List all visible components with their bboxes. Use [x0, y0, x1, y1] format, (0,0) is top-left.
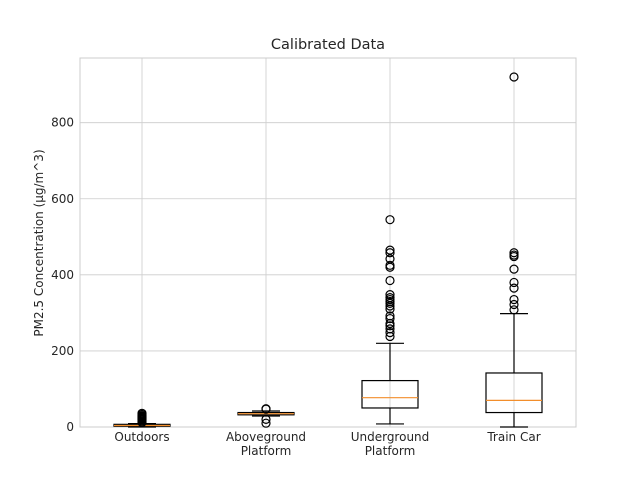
- y-tick-label: 200: [51, 344, 74, 358]
- plot-frame: [79, 57, 577, 428]
- x-ticks: Outdoors Aboveground Platform Underground Pl…: [114, 430, 540, 458]
- iqr-box: [361, 379, 419, 409]
- outlier-point: [385, 324, 395, 334]
- outlier-point: [385, 321, 395, 331]
- box-group: [485, 72, 543, 428]
- outlier-point: [509, 299, 519, 310]
- x-tick-label: Underground Platform: [351, 430, 430, 458]
- box-group: [237, 404, 295, 428]
- outlier-point: [385, 275, 395, 286]
- outlier-point: [509, 305, 519, 315]
- outlier-point: [385, 248, 395, 258]
- box-group: [361, 215, 419, 425]
- outlier-point: [385, 313, 395, 324]
- outlier-point: [509, 294, 519, 305]
- outlier-point: [385, 328, 395, 338]
- y-tick-label: 400: [51, 268, 74, 282]
- y-axis-label: PM2.5 Concentration (µg/m^3): [32, 149, 46, 336]
- y-tick-label: 0: [66, 420, 74, 434]
- x-tick-label: Outdoors: [114, 430, 169, 444]
- outlier-point: [137, 408, 147, 418]
- outlier-point: [509, 72, 519, 82]
- x-tick-label: Train Car: [486, 430, 540, 444]
- outlier-point: [385, 293, 395, 303]
- outlier-point: [385, 311, 395, 321]
- chart-title: Calibrated Data: [271, 37, 385, 53]
- outlier-point: [261, 404, 271, 414]
- outlier-point: [261, 418, 271, 428]
- y-ticks: 0 200 400 600 800: [51, 116, 74, 434]
- x-tick-label: Aboveground Platform: [226, 430, 306, 458]
- outlier-point: [385, 260, 395, 270]
- outlier-point: [385, 254, 395, 264]
- y-tick-label: 600: [51, 192, 74, 206]
- outlier-point: [509, 250, 519, 260]
- outlier-point: [385, 245, 395, 255]
- box-group: [113, 408, 171, 428]
- outlier-point: [509, 277, 519, 288]
- outlier-point: [261, 414, 271, 424]
- outlier-point: [509, 248, 519, 258]
- y-tick-label: 800: [51, 116, 74, 130]
- outlier-point: [385, 290, 395, 300]
- gridlines: [80, 58, 576, 428]
- iqr-box: [485, 372, 543, 414]
- boxes-layer: [113, 72, 543, 428]
- outlier-point: [509, 264, 519, 274]
- outlier-point: [509, 283, 519, 293]
- outlier-point: [385, 215, 395, 225]
